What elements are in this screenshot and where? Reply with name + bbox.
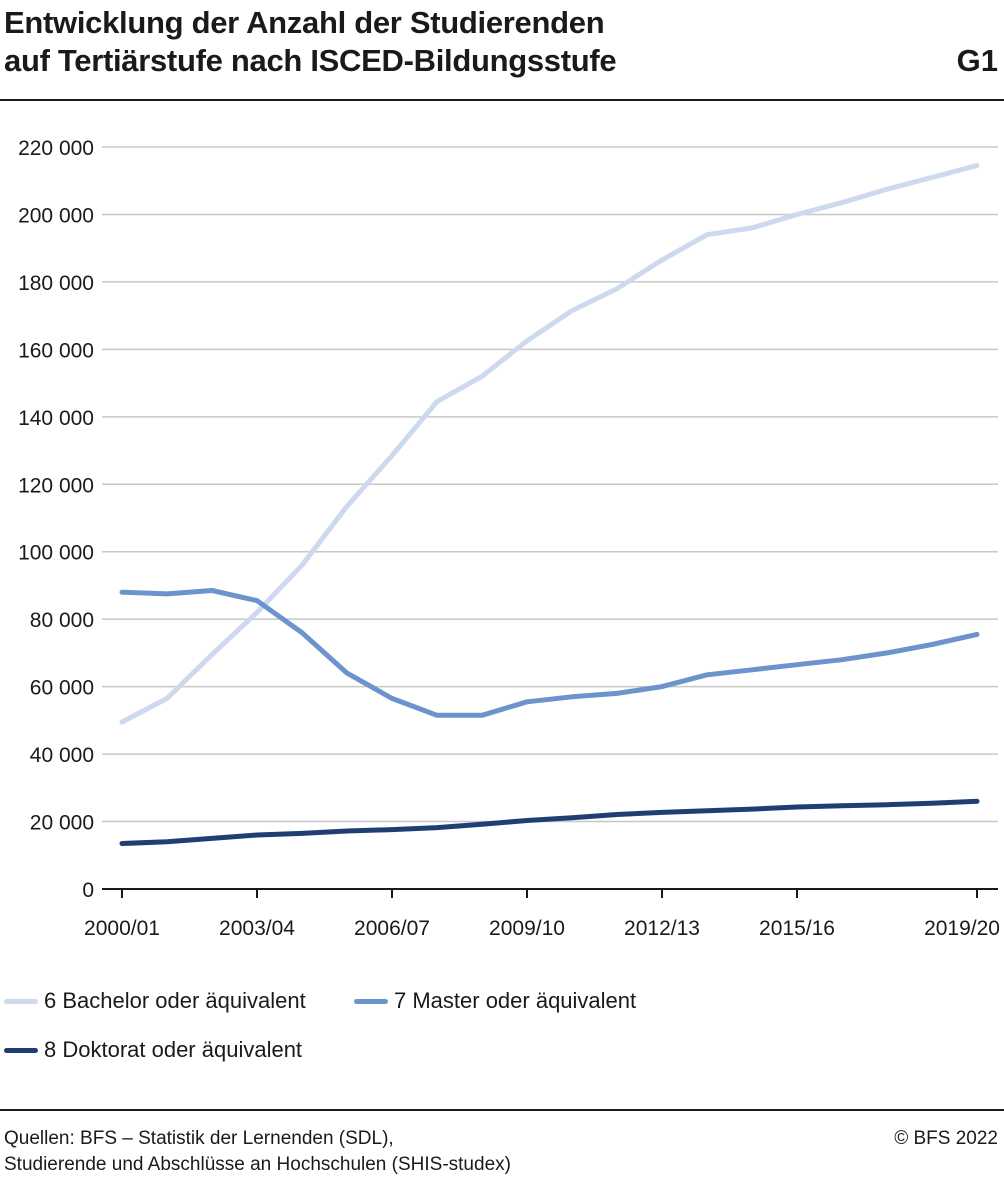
legend-item-2: 7 Master oder äquivalent [354, 988, 636, 1014]
copyright: © BFS 2022 [894, 1128, 998, 1149]
line-chart: 0 20 000 40 000 60 000 80 000 100 000 120 000 1… [18, 137, 1000, 940]
chart-title: Entwicklung der Anzahl der Studierenden … [4, 4, 924, 80]
legend-label: 6 Bachelor oder äquivalent [44, 988, 306, 1013]
y-tick-label: 80 000 [30, 609, 94, 632]
y-tick-label: 40 000 [30, 744, 94, 767]
chart-title-line1: Entwicklung der Anzahl der Studierenden [4, 5, 605, 40]
x-tick-label: 2000/01 [84, 917, 160, 940]
source-line2: Studierende und Abschlüsse an Hochschule… [4, 1154, 511, 1175]
y-tick-label: 180 000 [18, 272, 94, 295]
x-tick-label: 2003/04 [219, 917, 295, 940]
y-tick-label: 160 000 [18, 339, 94, 362]
y-tick-label: 120 000 [18, 474, 94, 497]
graphic-id: G1 [956, 43, 998, 78]
axes: 0 20 000 40 000 60 000 80 000 100 000 120 000 1… [18, 137, 1000, 940]
series-line-3 [119, 798, 980, 846]
series-line-2 [119, 588, 980, 718]
y-tick-label: 140 000 [18, 407, 94, 430]
legend-label: 7 Master oder äquivalent [394, 988, 637, 1013]
y-tick-label: 60 000 [30, 677, 94, 700]
legend-swatch [354, 998, 388, 1004]
legend-label: 8 Doktorat oder äquivalent [44, 1037, 303, 1062]
legend-item-3: 8 Doktorat oder äquivalent [4, 1037, 302, 1063]
x-tick-label: 2006/07 [354, 917, 430, 940]
chart-title-line2: auf Tertiärstufe nach ISCED-Bildungsstuf… [4, 43, 617, 78]
y-tick-label: 100 000 [18, 542, 94, 565]
y-tick-label: 20 000 [30, 812, 94, 835]
source-line1: Quellen: BFS – Statistik der Lernenden (… [4, 1128, 394, 1149]
y-tick-label: 0 [82, 879, 94, 902]
source-note: Quellen: BFS – Statistik der Lernenden (… [4, 1126, 511, 1178]
x-tick-label: 2019/20 [924, 917, 1000, 940]
bottom-rule [0, 1109, 1004, 1111]
top-rule [0, 99, 1004, 101]
x-tick-label: 2012/13 [624, 917, 700, 940]
y-tick-label: 220 000 [18, 137, 94, 160]
grid-lines [102, 146, 998, 823]
legend-swatch [4, 1047, 38, 1053]
legend-swatch [4, 998, 38, 1004]
series-lines [119, 163, 980, 846]
x-tick-label: 2009/10 [489, 917, 565, 940]
legend-item-1: 6 Bachelor oder äquivalent [4, 988, 306, 1014]
series-line-1 [119, 163, 980, 725]
y-tick-label: 200 000 [18, 204, 94, 227]
x-tick-label: 2015/16 [759, 917, 835, 940]
